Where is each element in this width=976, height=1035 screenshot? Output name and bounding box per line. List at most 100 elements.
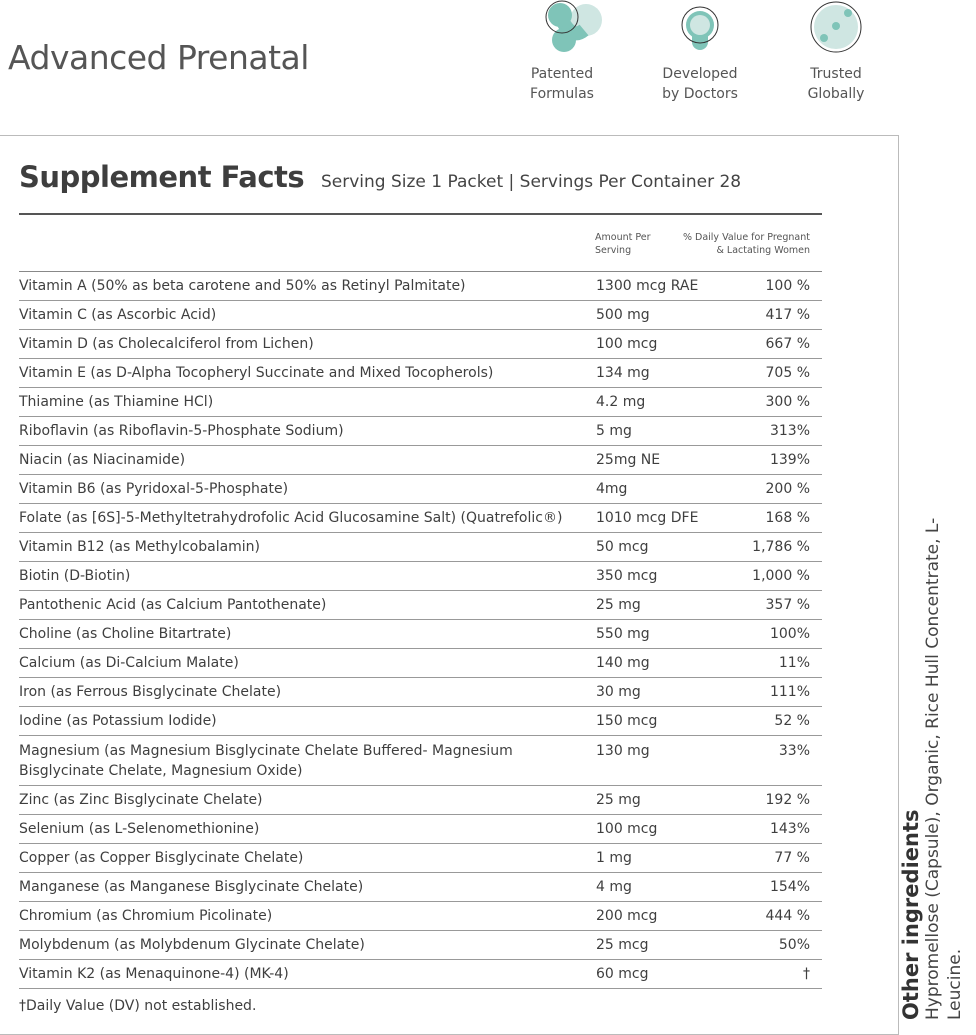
daily-value: 154% <box>769 879 810 895</box>
nutrient-name: Calcium (as Di-Calcium Malate) <box>19 655 239 671</box>
amount-per-serving: 550 mg <box>596 626 650 642</box>
table-row: Vitamin K2 (as Menaquinone-4) (MK-4) 60 m… <box>19 960 822 989</box>
amount-per-serving: 60 mcg <box>596 966 649 982</box>
badge-label-line1: Patented <box>530 66 594 82</box>
amount-per-serving: 1300 mcg RAE <box>596 278 699 294</box>
table-row: Manganese (as Manganese Bisglycinate Che… <box>19 873 822 902</box>
nutrient-name: Iron (as Ferrous Bisglycinate Chelate) <box>19 684 282 700</box>
badge-developed-by-doctors: Developed by Doctors <box>640 0 760 104</box>
nutrient-name: Vitamin E (as D-Alpha Tocopheryl Succina… <box>19 365 494 381</box>
table-row: Zinc (as Zinc Bisglycinate Chelate) 25 mg… <box>19 786 822 815</box>
nutrient-name: Manganese (as Manganese Bisglycinate Che… <box>19 879 364 895</box>
amount-per-serving: 50 mcg <box>596 539 649 555</box>
badge-label-line2: Globally <box>807 86 865 102</box>
nutrient-name: Iodine (as Potassium Iodide) <box>19 713 217 729</box>
daily-value: 168 % <box>765 510 810 526</box>
amount-per-serving: 500 mg <box>596 307 650 323</box>
amount-per-serving: 4mg <box>596 481 628 497</box>
amount-per-serving: 200 mcg <box>596 908 658 924</box>
nutrient-name: Vitamin D (as Cholecalciferol from Liche… <box>19 336 314 352</box>
supplement-facts-heading: Supplement Facts <box>19 160 305 194</box>
other-ingredients-text: Hypromellose (Capsule), Organic, Rice Hu… <box>923 517 965 1020</box>
amount-per-serving: 150 mcg <box>596 713 658 729</box>
nutrient-name: Copper (as Copper Bisglycinate Chelate) <box>19 850 304 866</box>
daily-value: 143% <box>769 821 810 837</box>
amount-per-serving: 134 mg <box>596 365 650 381</box>
table-row: Vitamin A (50% as beta carotene and 50% … <box>19 272 822 301</box>
heading-divider <box>19 213 822 215</box>
daily-value: 139% <box>769 452 810 468</box>
table-row: Chromium (as Chromium Picolinate) 200 mcg… <box>19 902 822 931</box>
amount-column-header: Amount Per Serving <box>595 232 651 256</box>
table-row: Biotin (D-Biotin) 350 mcg 1,000 % <box>19 562 822 591</box>
footnote: †Daily Value (DV) not established. <box>19 998 257 1014</box>
daily-value: 192 % <box>765 792 810 808</box>
daily-value: 52 % <box>774 713 810 729</box>
nutrient-name: Vitamin B6 (as Pyridoxal-5-Phosphate) <box>19 481 289 497</box>
daily-value: † <box>803 966 810 982</box>
facts-table: Vitamin A (50% as beta carotene and 50% … <box>19 271 822 989</box>
table-row: Vitamin D (as Cholecalciferol from Liche… <box>19 330 822 359</box>
amount-per-serving: 140 mg <box>596 655 650 671</box>
table-row: Choline (as Choline Bitartrate) 550 mg 100… <box>19 620 822 649</box>
table-row: Copper (as Copper Bisglycinate Chelate) 1… <box>19 844 822 873</box>
daily-value: 11% <box>778 655 810 671</box>
daily-value: 357 % <box>765 597 810 613</box>
badge-trusted-globally: Trusted Globally <box>776 0 896 104</box>
amount-per-serving: 5 mg <box>596 423 632 439</box>
table-row: Vitamin B12 (as Methylcobalamin) 50 mcg 1,… <box>19 533 822 562</box>
nutrient-name: Vitamin K2 (as Menaquinone-4) (MK-4) <box>19 966 289 982</box>
amount-per-serving: 25mg NE <box>596 452 661 468</box>
other-ingredients: Other ingredients Hypromellose (Capsule)… <box>899 460 966 1020</box>
amount-per-serving: 30 mg <box>596 684 641 700</box>
daily-value: 300 % <box>765 394 810 410</box>
nutrient-name: Riboflavin (as Riboflavin-5-Phosphate So… <box>19 423 344 439</box>
badge-label-line1: Trusted <box>810 66 862 82</box>
amount-per-serving: 350 mcg <box>596 568 658 584</box>
daily-value: 313% <box>769 423 810 439</box>
product-title: Advanced Prenatal <box>8 38 309 77</box>
table-row: Riboflavin (as Riboflavin-5-Phosphate So… <box>19 417 822 446</box>
table-row: Thiamine (as Thiamine HCl) 4.2 mg 300 % <box>19 388 822 417</box>
developed-by-doctors-icon <box>681 6 719 50</box>
nutrient-name: Vitamin B12 (as Methylcobalamin) <box>19 539 261 555</box>
daily-value: 444 % <box>765 908 810 924</box>
serving-info: Serving Size 1 Packet | Servings Per Con… <box>321 172 742 192</box>
table-row: Pantothenic Acid (as Calcium Pantothenat… <box>19 591 822 620</box>
daily-value: 111% <box>769 684 810 700</box>
nutrient-name: Thiamine (as Thiamine HCl) <box>19 394 214 410</box>
amount-per-serving: 130 mg <box>596 743 650 759</box>
table-row: Iodine (as Potassium Iodide) 150 mcg 52 % <box>19 707 822 736</box>
daily-value: 1,786 % <box>752 539 810 555</box>
amount-per-serving: 1010 mcg DFE <box>596 510 699 526</box>
table-row: Folate (as [6S]-5-Methyltetrahydrofolic … <box>19 504 822 533</box>
nutrient-name: Biotin (D-Biotin) <box>19 568 131 584</box>
amount-per-serving: 25 mg <box>596 597 641 613</box>
nutrient-name: Molybdenum (as Molybdenum Glycinate Chel… <box>19 937 365 953</box>
nutrient-name: Niacin (as Niacinamide) <box>19 452 186 468</box>
daily-value: 200 % <box>765 481 810 497</box>
table-row: Niacin (as Niacinamide) 25mg NE 139% <box>19 446 822 475</box>
amount-per-serving: 4.2 mg <box>596 394 646 410</box>
daily-value: 77 % <box>774 850 810 866</box>
table-row: Molybdenum (as Molybdenum Glycinate Chel… <box>19 931 822 960</box>
nutrient-name: Choline (as Choline Bitartrate) <box>19 626 232 642</box>
amount-per-serving: 25 mg <box>596 792 641 808</box>
nutrient-name: Magnesium (as Magnesium Bisglycinate Che… <box>19 743 513 779</box>
badge-patented-formulas: Patented Formulas <box>502 0 622 104</box>
amount-per-serving: 4 mg <box>596 879 632 895</box>
daily-value: 33% <box>778 743 810 759</box>
amount-per-serving: 1 mg <box>596 850 632 866</box>
nutrient-name: Folate (as [6S]-5-Methyltetrahydrofolic … <box>19 510 563 526</box>
nutrient-name: Zinc (as Zinc Bisglycinate Chelate) <box>19 792 263 808</box>
table-row: Iron (as Ferrous Bisglycinate Chelate) 30… <box>19 678 822 707</box>
amount-per-serving: 100 mcg <box>596 336 658 352</box>
amount-per-serving: 100 mcg <box>596 821 658 837</box>
daily-value: 100% <box>769 626 810 642</box>
nutrient-name: Vitamin A (50% as beta carotene and 50% … <box>19 278 466 294</box>
table-row: Vitamin E (as D-Alpha Tocopheryl Succina… <box>19 359 822 388</box>
table-row: Magnesium (as Magnesium Bisglycinate Che… <box>19 736 822 786</box>
trusted-globally-icon <box>810 1 862 53</box>
nutrient-name: Selenium (as L-Selenomethionine) <box>19 821 260 837</box>
table-row: Calcium (as Di-Calcium Malate) 140 mg 11% <box>19 649 822 678</box>
